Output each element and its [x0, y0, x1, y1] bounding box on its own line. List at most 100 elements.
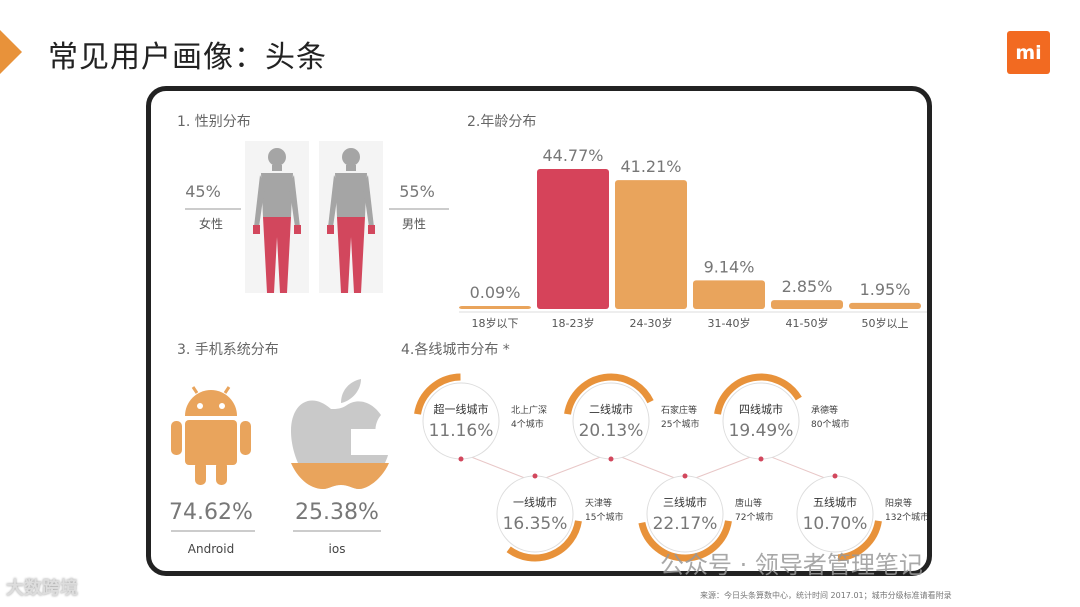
city-node-4	[758, 456, 764, 462]
watermark-logo: 大数跨境	[6, 578, 78, 599]
city-connector-0	[460, 452, 536, 483]
age-category-label-4: 41-50岁	[786, 316, 829, 330]
age-value-label-0: 0.09%	[470, 283, 521, 302]
city-tier-percent-5: 10.70%	[803, 514, 868, 534]
apple-leaf	[341, 379, 361, 403]
age-category-label-1: 18-23岁	[552, 316, 595, 330]
city-tier-percent-1: 16.35%	[503, 514, 568, 534]
city-tier-count-2: 25个城市	[661, 418, 699, 430]
person-hand-left	[327, 225, 334, 234]
apple-icon	[291, 379, 389, 489]
age-category-label-5: 50岁以上	[862, 316, 909, 330]
city-tier-example-2: 石家庄等	[661, 404, 697, 416]
city-tier-count-0: 4个城市	[511, 418, 544, 430]
ios-percent: 25.38%	[295, 500, 379, 525]
android-arm-right	[240, 421, 251, 455]
android-leg-right	[216, 461, 227, 485]
person-arm-right	[363, 175, 374, 227]
person-hand-left	[253, 225, 260, 234]
person-arm-left	[328, 175, 339, 227]
infographic-svg: 45% 女性 55% 男性 0.09% 18岁以下 44.77% 18-23岁 41.21% 24…	[169, 141, 927, 562]
age-category-label-0: 18岁以下	[472, 316, 519, 330]
age-category-label-2: 24-30岁	[630, 316, 673, 330]
female-percent: 45%	[185, 182, 221, 201]
android-eye-right	[219, 403, 225, 409]
person-arm-right	[289, 175, 300, 227]
page-title: 常见用户画像：头条	[48, 40, 327, 75]
person-neck	[272, 165, 282, 171]
city-node-0	[458, 456, 464, 462]
android-leg-left	[195, 461, 206, 485]
city-share-arc-0	[414, 373, 461, 415]
city-tier-percent-4: 19.49%	[729, 421, 794, 441]
city-share-arc-1	[506, 520, 582, 562]
person-legs	[263, 217, 291, 293]
city-share-arc-3	[638, 520, 732, 562]
age-value-label-3: 9.14%	[704, 257, 755, 276]
city-tier-example-0: 北上广深	[511, 404, 547, 416]
person-head	[342, 148, 360, 166]
person-torso	[335, 173, 367, 217]
city-tier-percent-2: 20.13%	[579, 421, 644, 441]
person-arm-left	[254, 175, 265, 227]
gender-section-title: 1. 性别分布	[177, 114, 251, 130]
apple-fill-portion	[291, 463, 389, 489]
city-tier-label-2: 二线城市	[589, 402, 633, 416]
city-connector-3	[684, 452, 762, 483]
city-share-arc-4	[714, 373, 802, 415]
ios-label: ios	[329, 542, 346, 556]
age-bar-5	[849, 302, 921, 309]
city-connector-4	[760, 452, 836, 483]
city-tier-example-5: 阳泉等	[885, 497, 912, 509]
city-node-1	[532, 473, 538, 479]
male-figure	[327, 148, 375, 293]
city-tier-percent-0: 11.16%	[429, 421, 494, 441]
wechat-watermark: 公众号 · 领导者管理笔记	[660, 551, 923, 579]
android-antenna-left	[191, 386, 199, 394]
city-connector-2	[610, 452, 686, 483]
android-label: Android	[188, 542, 234, 556]
city-node-3	[682, 473, 688, 479]
apple-bite	[351, 429, 389, 455]
age-bar-3	[693, 280, 765, 309]
person-neck	[346, 165, 356, 171]
city-connector-1	[534, 452, 612, 483]
person-hand-right	[368, 225, 375, 234]
city-node-5	[832, 473, 838, 479]
city-tier-label-1: 一线城市	[513, 495, 557, 509]
age-bar-4	[771, 300, 843, 309]
source-note: 来源：今日头条算数中心，统计时间 2017.01；城市分级标准请看附录	[700, 591, 952, 600]
male-percent: 55%	[399, 182, 435, 201]
city-tier-example-4: 承德等	[811, 404, 838, 416]
age-value-label-5: 1.95%	[860, 280, 911, 299]
age-bar-2	[615, 180, 687, 309]
city-tier-label-4: 四线城市	[739, 402, 783, 416]
female-label: 女性	[199, 216, 223, 231]
city-tier-example-1: 天津等	[585, 497, 612, 509]
age-section-title: 2.年龄分布	[467, 114, 537, 130]
age-value-label-1: 44.77%	[542, 146, 603, 165]
age-value-label-4: 2.85%	[782, 277, 833, 296]
city-tier-count-5: 132个城市	[885, 511, 927, 523]
male-label: 男性	[402, 217, 426, 231]
android-body	[185, 420, 237, 465]
city-tier-label-3: 三线城市	[663, 495, 707, 509]
age-category-label-3: 31-40岁	[708, 316, 751, 330]
os-section-title: 3. 手机系统分布	[177, 342, 279, 358]
title-arrow-decoration	[0, 30, 22, 74]
android-percent: 74.62%	[169, 500, 253, 525]
android-antenna-right	[223, 386, 231, 394]
female-figure	[253, 148, 301, 293]
city-node-2	[608, 456, 614, 462]
person-torso	[261, 173, 293, 217]
infographic-panel: 1. 性别分布 2.年龄分布 3. 手机系统分布 4.各线城市分布 * 45% 女…	[146, 86, 932, 576]
city-section-title: 4.各线城市分布 *	[401, 342, 510, 358]
city-tier-label-0: 超一线城市	[434, 402, 489, 416]
person-legs	[337, 217, 365, 293]
city-tier-count-4: 80个城市	[811, 418, 849, 430]
android-icon	[171, 386, 251, 485]
person-hand-right	[294, 225, 301, 234]
city-share-arc-5	[837, 520, 882, 562]
mi-logo: mi	[1007, 31, 1050, 74]
city-tier-percent-3: 22.17%	[653, 514, 718, 534]
